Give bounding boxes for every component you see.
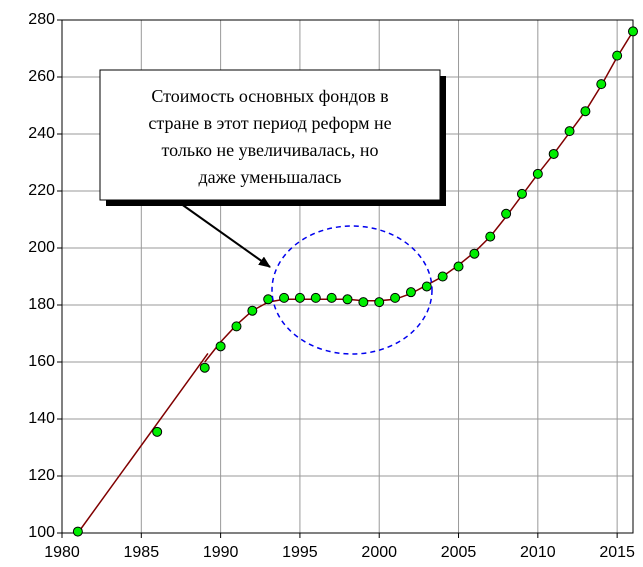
arrow xyxy=(169,195,271,268)
data-point xyxy=(279,292,290,303)
data-point xyxy=(548,148,559,159)
x-tick-label: 2010 xyxy=(520,544,556,561)
y-tick-label: 100 xyxy=(28,524,55,541)
data-point xyxy=(326,292,337,303)
data-point xyxy=(501,208,512,219)
x-tick-label: 1990 xyxy=(203,544,239,561)
data-point xyxy=(374,297,385,308)
annotation-line: только не увеличивалась, но xyxy=(162,140,379,160)
data-point xyxy=(628,26,638,37)
data-point xyxy=(405,287,416,298)
x-tick-label: 2005 xyxy=(441,544,477,561)
data-point xyxy=(580,106,591,117)
data-point xyxy=(152,426,163,437)
data-point xyxy=(342,294,353,305)
data-point xyxy=(390,292,401,303)
data-point xyxy=(72,526,83,537)
x-tick-label: 2015 xyxy=(599,544,635,561)
x-tick-label: 1980 xyxy=(44,544,80,561)
y-tick-label: 120 xyxy=(28,467,55,484)
data-point xyxy=(247,305,258,316)
y-tick-label: 200 xyxy=(28,239,55,256)
data-point xyxy=(215,341,226,352)
plot-frame xyxy=(61,19,634,534)
data-point xyxy=(516,188,527,199)
x-tick-label: 2000 xyxy=(361,544,397,561)
y-tick-label: 280 xyxy=(28,11,55,28)
data-point xyxy=(437,271,448,282)
x-tick-label: 1985 xyxy=(124,544,160,561)
x-tick-label: 1995 xyxy=(282,544,318,561)
data-point xyxy=(532,168,543,179)
y-tick-label: 160 xyxy=(28,353,55,370)
data-point xyxy=(231,321,242,332)
data-point xyxy=(199,362,210,373)
data-point xyxy=(453,261,464,272)
data-point xyxy=(421,281,432,292)
data-point xyxy=(263,294,274,305)
data-point xyxy=(564,126,575,137)
data-point xyxy=(612,50,623,61)
annotation-line: даже уменьшалась xyxy=(199,167,342,187)
data-point xyxy=(294,292,305,303)
data-point xyxy=(358,297,369,308)
y-tick-label: 180 xyxy=(28,296,55,313)
trend-line xyxy=(77,31,634,534)
data-point xyxy=(310,292,321,303)
annotation-line: Стоимость основных фондов в xyxy=(151,86,388,106)
data-point xyxy=(469,248,480,259)
y-tick-label: 220 xyxy=(28,182,55,199)
data-point xyxy=(485,231,496,242)
highlight-ellipse xyxy=(271,225,433,355)
data-point xyxy=(596,79,607,90)
y-tick-label: 260 xyxy=(28,68,55,85)
annotation-box xyxy=(99,69,441,201)
y-tick-label: 140 xyxy=(28,410,55,427)
y-tick-label: 240 xyxy=(28,125,55,142)
annotation-line: стране в этот период реформ не xyxy=(148,113,391,133)
